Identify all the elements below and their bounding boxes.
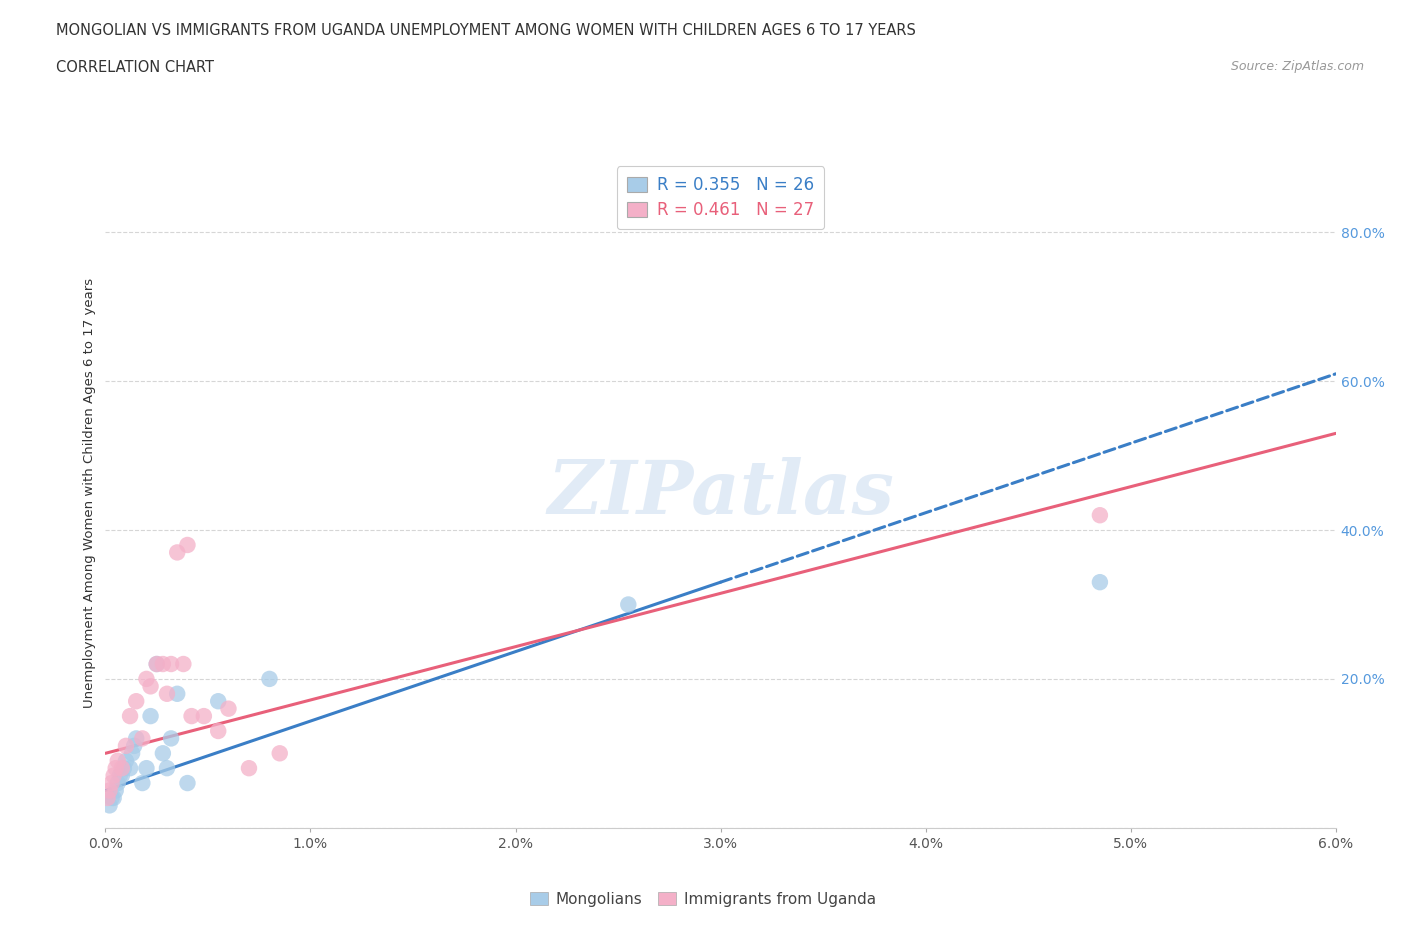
Legend: R = 0.355   N = 26, R = 0.461   N = 27: R = 0.355 N = 26, R = 0.461 N = 27 [617,166,824,229]
Point [1088,575,1111,590]
Point [139,679,162,694]
Point [139,709,162,724]
Point [120,709,141,724]
Point [145,657,167,671]
Point [103,790,125,805]
Point [1088,508,1111,523]
Point [98,783,121,798]
Point [172,657,194,671]
Point [112,761,135,776]
Point [125,731,148,746]
Point [96,790,118,805]
Text: CORRELATION CHART: CORRELATION CHART [56,60,214,75]
Point [111,768,134,783]
Point [125,694,148,709]
Point [145,657,167,671]
Point [180,709,202,724]
Point [103,768,125,783]
Point [111,761,134,776]
Point [207,694,229,709]
Point [122,738,145,753]
Point [617,597,640,612]
Point [131,776,153,790]
Point [269,746,291,761]
Point [131,731,153,746]
Point [156,761,179,776]
Point [166,686,188,701]
Point [160,657,183,671]
Point [108,768,131,783]
Point [152,746,174,761]
Point [120,761,141,776]
Point [135,761,157,776]
Point [107,753,129,768]
Y-axis label: Unemployment Among Women with Children Ages 6 to 17 years: Unemployment Among Women with Children A… [83,278,96,708]
Point [100,776,122,790]
Text: MONGOLIAN VS IMMIGRANTS FROM UGANDA UNEMPLOYMENT AMONG WOMEN WITH CHILDREN AGES : MONGOLIAN VS IMMIGRANTS FROM UGANDA UNEM… [56,23,917,38]
Legend: Mongolians, Immigrants from Uganda: Mongolians, Immigrants from Uganda [524,886,882,913]
Text: ZIPatlas: ZIPatlas [547,457,894,529]
Point [98,798,121,813]
Point [166,545,188,560]
Point [115,738,138,753]
Point [135,671,157,686]
Point [238,761,260,776]
Point [218,701,240,716]
Point [104,783,127,798]
Point [259,671,281,686]
Point [160,731,183,746]
Text: Source: ZipAtlas.com: Source: ZipAtlas.com [1230,60,1364,73]
Point [207,724,229,738]
Point [121,746,143,761]
Point [156,686,179,701]
Point [100,790,122,805]
Point [115,753,138,768]
Point [193,709,215,724]
Point [176,538,198,552]
Point [152,657,174,671]
Point [107,776,129,790]
Point [176,776,198,790]
Point [104,761,127,776]
